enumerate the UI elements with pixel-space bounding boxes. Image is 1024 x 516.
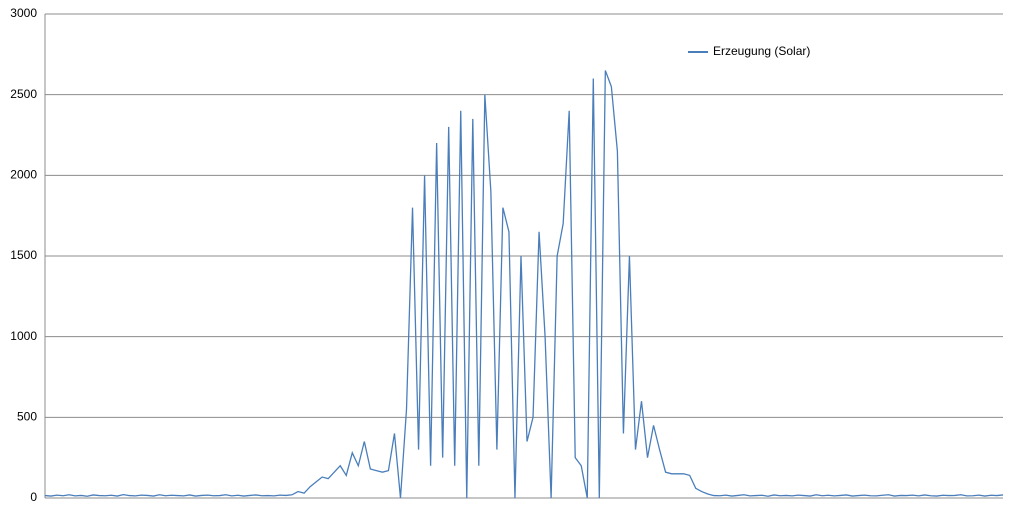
y-tick-label: 1000 [10,329,37,343]
y-tick-label: 3000 [10,6,37,20]
y-tick-label: 500 [17,410,37,424]
y-tick-label: 0 [30,490,37,504]
legend-label: Erzeugung (Solar) [713,44,810,58]
y-tick-label: 2000 [10,168,37,182]
y-tick-label: 2500 [10,87,37,101]
line-series [44,70,1004,499]
y-tick-label: 1500 [10,248,37,262]
